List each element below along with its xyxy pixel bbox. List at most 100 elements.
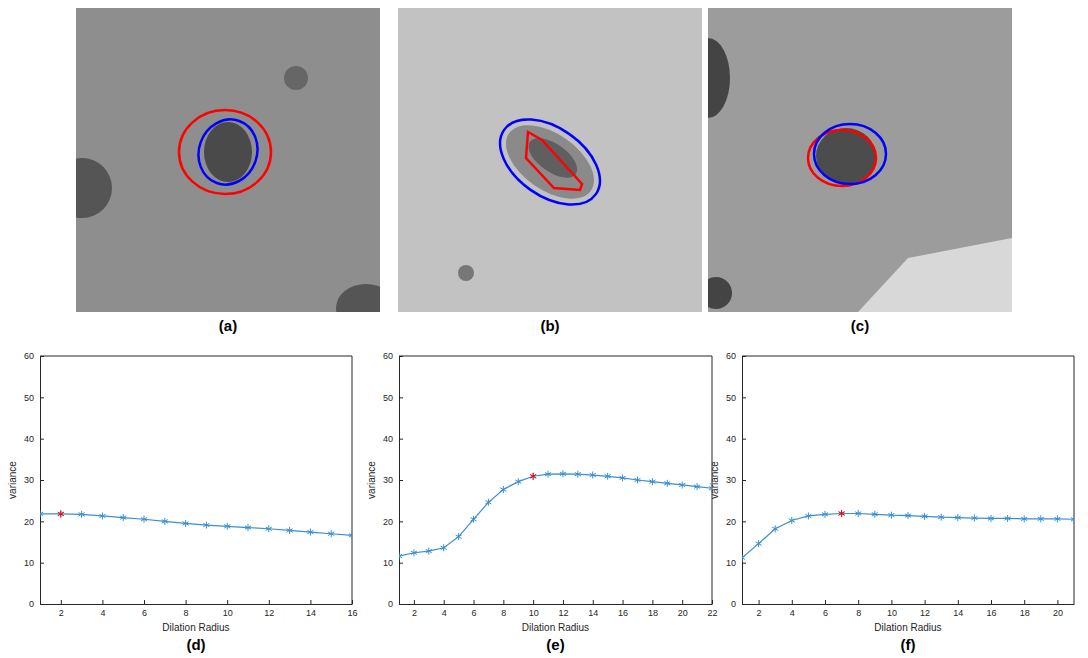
x-tick-mark xyxy=(858,600,859,604)
y-tick-label: 20 xyxy=(24,517,34,527)
x-tick-mark xyxy=(310,600,311,604)
image-content xyxy=(76,8,380,312)
x-tick-mark xyxy=(1024,600,1025,604)
y-tick-label: 10 xyxy=(726,558,736,568)
x-tick: 2 xyxy=(412,600,417,618)
contour-red xyxy=(526,132,582,190)
x-tick: 18 xyxy=(648,600,658,618)
x-tick-label: 2 xyxy=(59,608,64,618)
y-tick-mark xyxy=(399,604,403,605)
data-point xyxy=(590,472,596,479)
y-tick: 60 xyxy=(726,351,746,361)
x-tick-label: 14 xyxy=(953,608,963,618)
x-tick: 10 xyxy=(529,600,539,618)
y-tick-label: 0 xyxy=(731,599,736,609)
x-tick-mark xyxy=(682,600,683,604)
contour-blue xyxy=(814,124,886,184)
y-tick-label: 50 xyxy=(24,393,34,403)
y-tick: 20 xyxy=(383,517,403,527)
y-tick-mark xyxy=(742,439,746,440)
y-tick-mark xyxy=(40,356,44,357)
y-tick-mark xyxy=(40,439,44,440)
y-tick-label: 20 xyxy=(383,517,393,527)
y-tick: 60 xyxy=(24,351,44,361)
texture-blob xyxy=(336,284,380,312)
x-tick-label: 10 xyxy=(223,608,233,618)
x-tick: 2 xyxy=(59,600,64,618)
data-point xyxy=(287,527,293,534)
x-tick-mark xyxy=(792,600,793,604)
x-axis-title: Dilation Radius xyxy=(874,622,941,633)
object-region xyxy=(493,110,607,213)
data-point xyxy=(971,515,977,522)
data-point xyxy=(266,525,272,532)
y-tick-mark xyxy=(742,356,746,357)
y-tick-label: 40 xyxy=(383,434,393,444)
y-tick-label: 40 xyxy=(726,434,736,444)
texture-blob xyxy=(458,265,474,281)
y-tick-label: 30 xyxy=(24,475,34,485)
x-tick-mark xyxy=(652,600,653,604)
y-tick-mark xyxy=(742,563,746,564)
series-line xyxy=(399,474,712,556)
x-tick-label: 16 xyxy=(986,608,996,618)
x-tick-label: 8 xyxy=(501,608,506,618)
y-tick-label: 10 xyxy=(383,558,393,568)
frame-right xyxy=(352,356,353,604)
data-point xyxy=(938,514,944,521)
x-tick: 6 xyxy=(142,600,147,618)
y-tick-mark xyxy=(399,356,403,357)
x-tick-label: 10 xyxy=(887,608,897,618)
x-tick-mark xyxy=(925,600,926,604)
x-tick-label: 4 xyxy=(790,608,795,618)
y-tick-label: 20 xyxy=(726,517,736,527)
texture-blob xyxy=(76,158,112,218)
data-point xyxy=(664,480,670,487)
marks xyxy=(40,510,352,539)
x-tick: 8 xyxy=(184,600,189,618)
x-tick-mark xyxy=(414,600,415,604)
data-point xyxy=(988,515,994,522)
data-point xyxy=(1054,515,1060,522)
y-tick: 0 xyxy=(731,599,746,609)
data-point xyxy=(120,514,126,521)
x-tick-label: 6 xyxy=(142,608,147,618)
y-tick-label: 60 xyxy=(383,351,393,361)
data-point xyxy=(203,522,209,529)
y-tick: 30 xyxy=(24,475,44,485)
y-tick: 40 xyxy=(383,434,403,444)
data-point xyxy=(742,554,745,561)
x-tick-mark xyxy=(563,600,564,604)
x-tick: 4 xyxy=(442,600,447,618)
data-point xyxy=(839,510,845,517)
marks xyxy=(399,470,712,559)
x-axis-line xyxy=(400,604,713,605)
y-tick-mark xyxy=(399,439,403,440)
contour-blue xyxy=(485,102,616,222)
x-tick: 16 xyxy=(986,600,996,618)
y-tick-mark xyxy=(399,563,403,564)
data-point xyxy=(620,474,626,481)
x-tick: 4 xyxy=(100,600,105,618)
data-point xyxy=(772,525,778,532)
data-point xyxy=(58,510,64,517)
x-tick: 10 xyxy=(887,600,897,618)
y-tick-mark xyxy=(399,521,403,522)
x-tick: 4 xyxy=(790,600,795,618)
x-axis-line xyxy=(743,604,1075,605)
x-tick-label: 6 xyxy=(472,608,477,618)
texture-light xyxy=(858,238,1012,312)
data-point xyxy=(456,533,462,540)
data-point xyxy=(183,520,189,527)
data-point xyxy=(922,513,928,520)
y-tick-label: 50 xyxy=(383,393,393,403)
image-content xyxy=(398,8,702,312)
frame-top xyxy=(399,356,712,357)
data-point xyxy=(872,511,878,518)
chart: 24681012141618200102030405060Dilation Ra… xyxy=(709,351,1077,653)
x-tick-label: 8 xyxy=(856,608,861,618)
x-tick-label: 12 xyxy=(920,608,930,618)
x-tick: 6 xyxy=(472,600,477,618)
data-point xyxy=(224,523,230,530)
data-point xyxy=(141,516,147,523)
